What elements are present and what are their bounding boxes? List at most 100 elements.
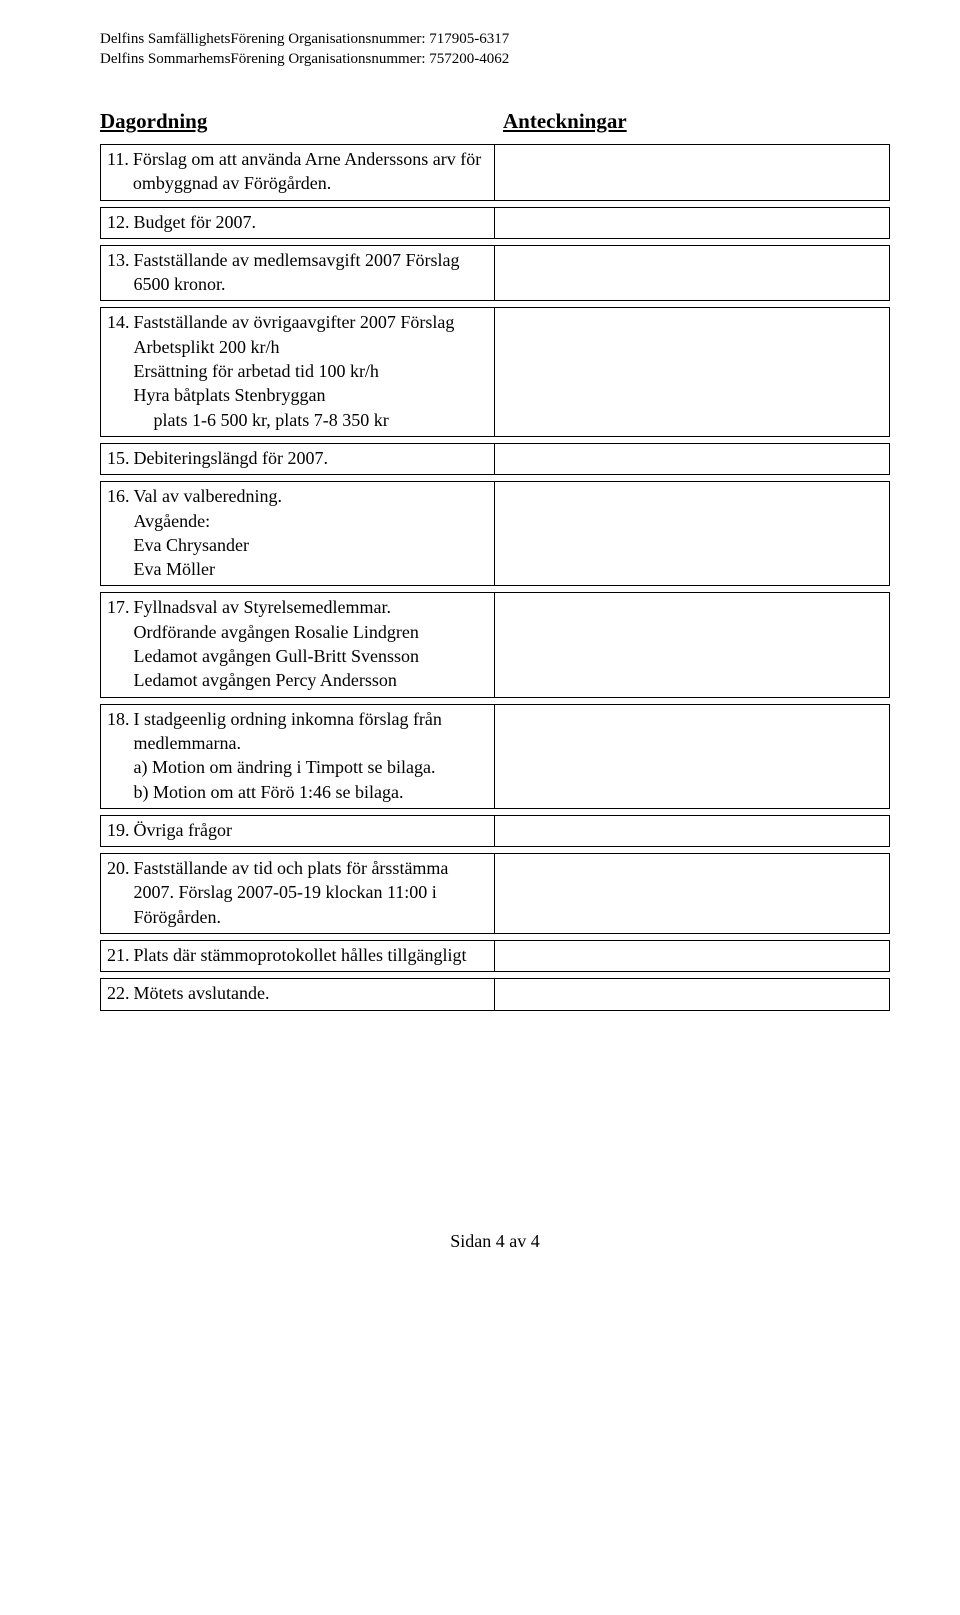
agenda-notes-cell: [495, 705, 889, 808]
agenda-notes-cell: [495, 208, 889, 238]
agenda-text-block: 14.Fastställande av övrigaavgifter 2007 …: [107, 310, 488, 431]
agenda-text-block: 19.Övriga frågor: [107, 818, 488, 842]
item-line: Arbetsplikt 200 kr/h: [134, 335, 489, 359]
agenda-item: 12.Budget för 2007.: [100, 207, 890, 239]
item-line: Mötets avslutande.: [134, 981, 489, 1005]
agenda-item: 11.Förslag om att använda Arne Andersson…: [100, 144, 890, 201]
agenda-item: 16.Val av valberedning.Avgående:Eva Chry…: [100, 481, 890, 586]
item-line: Fastställande av medlemsavgift 2007 Förs…: [134, 248, 489, 272]
agenda-item: 19.Övriga frågor: [100, 815, 890, 847]
item-line: Ledamot avgången Gull-Britt Svensson: [134, 644, 489, 668]
agenda-text-block: 11.Förslag om att använda Arne Andersson…: [107, 147, 488, 196]
item-line: ombyggnad av Förögården.: [133, 171, 488, 195]
item-line: Hyra båtplats Stenbryggan: [134, 383, 489, 407]
agenda-text-block: 21.Plats där stämmoprotokollet hålles ti…: [107, 943, 488, 967]
agenda-text-block: 20.Fastställande av tid och plats för år…: [107, 856, 488, 929]
item-line: 6500 kronor.: [134, 272, 489, 296]
item-body: Debiteringslängd för 2007.: [134, 446, 489, 470]
agenda-item-content: 14.Fastställande av övrigaavgifter 2007 …: [101, 308, 495, 435]
agenda-item-content: 17.Fyllnadsval av Styrelsemedlemmar.Ordf…: [101, 593, 495, 696]
agenda-list: 11.Förslag om att använda Arne Andersson…: [100, 144, 890, 1011]
agenda-text-block: 13.Fastställande av medlemsavgift 2007 F…: [107, 248, 488, 297]
item-number: 20.: [107, 856, 134, 929]
item-body: Fastställande av övrigaavgifter 2007 För…: [134, 310, 489, 431]
item-line: b) Motion om att Förö 1:46 se bilaga.: [134, 780, 489, 804]
agenda-notes-cell: [495, 482, 889, 585]
item-line: Fastställande av tid och plats för årsst…: [134, 856, 489, 880]
item-line: a) Motion om ändring i Timpott se bilaga…: [134, 755, 489, 779]
agenda-text-block: 18.I stadgeenlig ordning inkomna förslag…: [107, 707, 488, 804]
item-line-indented: plats 1-6 500 kr, plats 7-8 350 kr: [134, 408, 489, 432]
agenda-notes-cell: [495, 246, 889, 301]
agenda-item-content: 16.Val av valberedning.Avgående:Eva Chry…: [101, 482, 495, 585]
org-line-2: Delfins SommarhemsFörening Organisations…: [100, 50, 890, 70]
item-body: I stadgeenlig ordning inkomna förslag fr…: [134, 707, 489, 804]
agenda-item-content: 22.Mötets avslutande.: [101, 979, 495, 1009]
item-body: Plats där stämmoprotokollet hålles tillg…: [134, 943, 489, 967]
agenda-notes-cell: [495, 854, 889, 933]
item-line: Eva Chrysander: [134, 533, 489, 557]
item-line: Övriga frågor: [134, 818, 489, 842]
agenda-notes-cell: [495, 816, 889, 846]
page-footer: Sidan 4 av 4: [100, 1231, 890, 1252]
item-number: 19.: [107, 818, 134, 842]
item-number: 13.: [107, 248, 134, 297]
org-line-1: Delfins SamfällighetsFörening Organisati…: [100, 30, 890, 50]
item-number: 22.: [107, 981, 134, 1005]
item-line: Val av valberedning.: [134, 484, 489, 508]
item-line: 2007. Förslag 2007-05-19 klockan 11:00 i: [134, 880, 489, 904]
item-body: Fastställande av tid och plats för årsst…: [134, 856, 489, 929]
agenda-item-content: 20.Fastställande av tid och plats för år…: [101, 854, 495, 933]
document-page: Delfins SamfällighetsFörening Organisati…: [0, 0, 960, 1292]
agenda-item: 18.I stadgeenlig ordning inkomna förslag…: [100, 704, 890, 809]
item-number: 16.: [107, 484, 134, 581]
item-line: Fyllnadsval av Styrelsemedlemmar.: [134, 595, 489, 619]
agenda-notes-cell: [495, 308, 889, 435]
item-line: I stadgeenlig ordning inkomna förslag fr…: [134, 707, 489, 731]
agenda-notes-cell: [495, 444, 889, 474]
agenda-item: 13.Fastställande av medlemsavgift 2007 F…: [100, 245, 890, 302]
item-body: Fastställande av medlemsavgift 2007 Förs…: [134, 248, 489, 297]
item-line: Debiteringslängd för 2007.: [134, 446, 489, 470]
agenda-text-block: 16.Val av valberedning.Avgående:Eva Chry…: [107, 484, 488, 581]
item-line: Plats där stämmoprotokollet hålles tillg…: [134, 943, 489, 967]
agenda-item-content: 21.Plats där stämmoprotokollet hålles ti…: [101, 941, 495, 971]
agenda-item-content: 19.Övriga frågor: [101, 816, 495, 846]
item-number: 21.: [107, 943, 134, 967]
heading-dagordning: Dagordning: [100, 109, 495, 134]
agenda-text-block: 17.Fyllnadsval av Styrelsemedlemmar.Ordf…: [107, 595, 488, 692]
item-line: Avgående:: [134, 509, 489, 533]
agenda-item: 14.Fastställande av övrigaavgifter 2007 …: [100, 307, 890, 436]
agenda-item-content: 18.I stadgeenlig ordning inkomna förslag…: [101, 705, 495, 808]
agenda-notes-cell: [495, 145, 889, 200]
agenda-item-content: 12.Budget för 2007.: [101, 208, 495, 238]
item-number: 14.: [107, 310, 134, 431]
agenda-item: 22.Mötets avslutande.: [100, 978, 890, 1010]
agenda-text-block: 15.Debiteringslängd för 2007.: [107, 446, 488, 470]
agenda-item-content: 15.Debiteringslängd för 2007.: [101, 444, 495, 474]
item-line: Ledamot avgången Percy Andersson: [134, 668, 489, 692]
agenda-item: 20.Fastställande av tid och plats för år…: [100, 853, 890, 934]
agenda-text-block: 22.Mötets avslutande.: [107, 981, 488, 1005]
agenda-item: 15.Debiteringslängd för 2007.: [100, 443, 890, 475]
item-line: Ordförande avgången Rosalie Lindgren: [134, 620, 489, 644]
item-line: Eva Möller: [134, 557, 489, 581]
item-line: Ersättning för arbetad tid 100 kr/h: [134, 359, 489, 383]
item-body: Val av valberedning.Avgående:Eva Chrysan…: [134, 484, 489, 581]
item-line: Fastställande av övrigaavgifter 2007 För…: [134, 310, 489, 334]
column-headings: Dagordning Anteckningar: [100, 109, 890, 134]
agenda-item: 17.Fyllnadsval av Styrelsemedlemmar.Ordf…: [100, 592, 890, 697]
item-body: Övriga frågor: [134, 818, 489, 842]
document-header: Delfins SamfällighetsFörening Organisati…: [100, 30, 890, 69]
agenda-notes-cell: [495, 979, 889, 1009]
item-body: Budget för 2007.: [134, 210, 489, 234]
agenda-notes-cell: [495, 941, 889, 971]
item-body: Förslag om att använda Arne Anderssons a…: [133, 147, 488, 196]
item-line: Förögården.: [134, 905, 489, 929]
item-number: 11.: [107, 147, 133, 196]
item-number: 18.: [107, 707, 134, 804]
item-body: Mötets avslutande.: [134, 981, 489, 1005]
item-number: 17.: [107, 595, 134, 692]
item-number: 15.: [107, 446, 134, 470]
agenda-item-content: 13.Fastställande av medlemsavgift 2007 F…: [101, 246, 495, 301]
